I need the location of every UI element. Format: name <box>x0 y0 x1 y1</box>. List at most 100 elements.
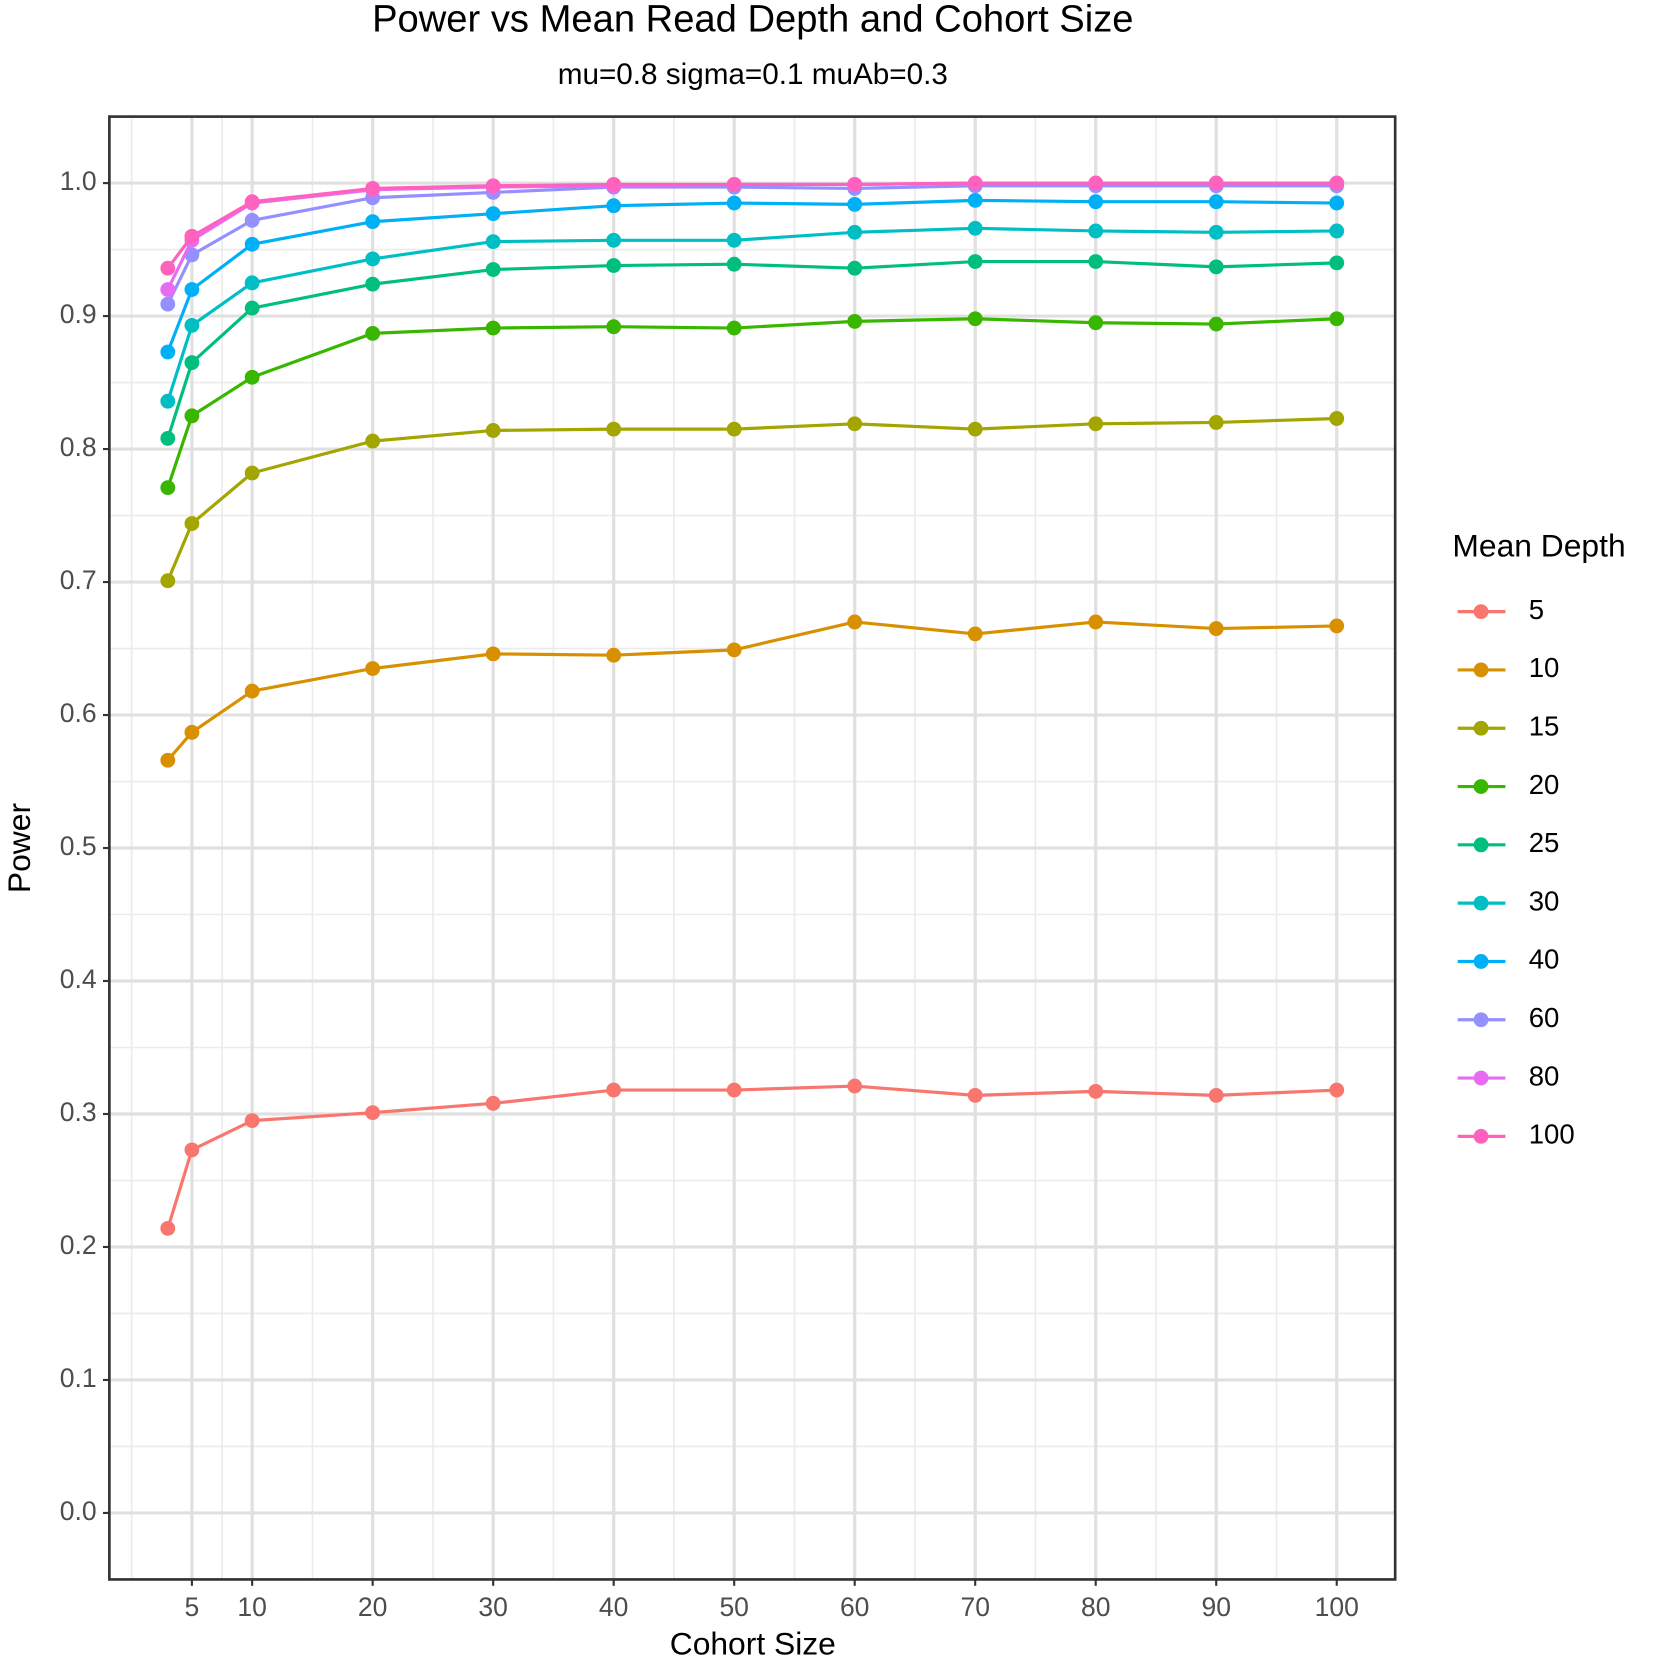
data-point <box>184 317 200 333</box>
legend-key-point <box>1473 604 1489 620</box>
data-point <box>1208 194 1224 210</box>
y-tick-label: 0.1 <box>60 1363 97 1393</box>
y-tick-label: 0.3 <box>60 1097 97 1127</box>
chart-title: Power vs Mean Read Depth and Cohort Size <box>372 0 1133 40</box>
data-point <box>485 206 501 222</box>
legend-title: Mean Depth <box>1452 527 1625 563</box>
data-point <box>847 224 863 240</box>
data-point <box>1088 315 1104 331</box>
chart-subtitle: mu=0.8 sigma=0.1 muAb=0.3 <box>558 58 948 91</box>
data-point <box>365 214 381 230</box>
data-point <box>184 228 200 244</box>
x-tick-label: 30 <box>478 1592 507 1622</box>
data-point <box>1208 316 1224 332</box>
data-point <box>160 573 176 589</box>
legend-key-point <box>1473 779 1489 794</box>
series <box>160 220 1345 409</box>
data-point <box>485 423 501 438</box>
data-point <box>485 646 501 662</box>
y-tick-label: 0.4 <box>60 964 97 994</box>
data-point <box>365 1105 381 1121</box>
y-tick-label: 0.5 <box>60 831 97 861</box>
data-point <box>967 220 983 236</box>
data-point <box>606 198 622 214</box>
data-point <box>1329 411 1345 426</box>
data-point <box>1088 194 1104 210</box>
data-point <box>485 234 501 250</box>
data-point <box>365 180 381 196</box>
y-tick-label: 0.2 <box>60 1230 97 1260</box>
series-line <box>166 620 1337 762</box>
legend-label: 100 <box>1529 1119 1575 1150</box>
data-point <box>160 282 176 297</box>
series <box>160 1078 1345 1236</box>
data-point <box>606 319 622 335</box>
legend-key-point <box>1473 895 1489 911</box>
legend-label: 5 <box>1529 594 1544 625</box>
legend-key-point <box>1473 662 1489 678</box>
data-point <box>847 313 863 329</box>
y-tick-label: 0.7 <box>60 565 97 595</box>
series-line <box>166 416 1337 582</box>
data-point <box>606 258 622 273</box>
data-point <box>847 614 863 630</box>
data-point <box>847 177 863 192</box>
data-point <box>967 254 983 269</box>
data-point <box>184 282 200 297</box>
data-point <box>1329 1082 1345 1098</box>
data-point <box>847 1078 863 1094</box>
x-tick-label: 100 <box>1315 1592 1359 1622</box>
data-point <box>967 192 983 208</box>
data-point <box>967 1087 983 1103</box>
y-tick-label: 0.8 <box>60 432 97 462</box>
data-point <box>244 1113 260 1129</box>
data-point <box>1208 224 1224 240</box>
data-point <box>1329 255 1345 271</box>
data-point <box>1208 175 1224 191</box>
x-tick-label: 70 <box>960 1592 989 1622</box>
data-point <box>606 232 622 248</box>
data-point <box>1088 1083 1104 1099</box>
x-axis-label: Cohort Size <box>670 1626 836 1660</box>
data-point <box>244 212 260 228</box>
data-point <box>365 433 381 449</box>
data-point <box>160 393 176 409</box>
x-tick-label: 80 <box>1081 1592 1110 1622</box>
series <box>160 175 1345 297</box>
data-point <box>365 276 381 292</box>
data-point <box>1088 254 1104 269</box>
data-point <box>1329 195 1345 211</box>
data-point <box>1088 614 1104 630</box>
data-point <box>485 262 501 277</box>
data-point <box>726 421 742 437</box>
data-point <box>1329 618 1345 634</box>
data-point <box>967 175 983 191</box>
legend-label: 80 <box>1529 1060 1560 1091</box>
x-tick-label: 5 <box>185 1592 200 1622</box>
series-line <box>166 1084 1337 1229</box>
legend-label: 25 <box>1529 827 1560 858</box>
data-point <box>1329 223 1345 239</box>
data-point <box>184 408 200 424</box>
data-point <box>606 647 622 663</box>
data-point <box>160 1220 176 1236</box>
data-point <box>184 516 200 531</box>
data-point <box>847 196 863 212</box>
data-point <box>726 1082 742 1098</box>
x-tick-label: 60 <box>840 1592 869 1622</box>
data-point <box>1208 415 1224 430</box>
data-point <box>726 232 742 248</box>
legend-label: 60 <box>1529 1002 1560 1033</box>
legend-key-point <box>1473 720 1489 736</box>
series <box>160 411 1345 589</box>
data-point <box>1088 175 1104 191</box>
data-point <box>244 275 260 291</box>
legend-key-point <box>1473 1012 1489 1028</box>
series-line <box>166 226 1337 402</box>
data-point <box>184 355 200 371</box>
data-point <box>485 320 501 336</box>
data-point <box>1208 1087 1224 1103</box>
legend-label: 10 <box>1529 652 1560 683</box>
x-tick-label: 50 <box>719 1592 748 1622</box>
legend-key-point <box>1473 954 1489 969</box>
